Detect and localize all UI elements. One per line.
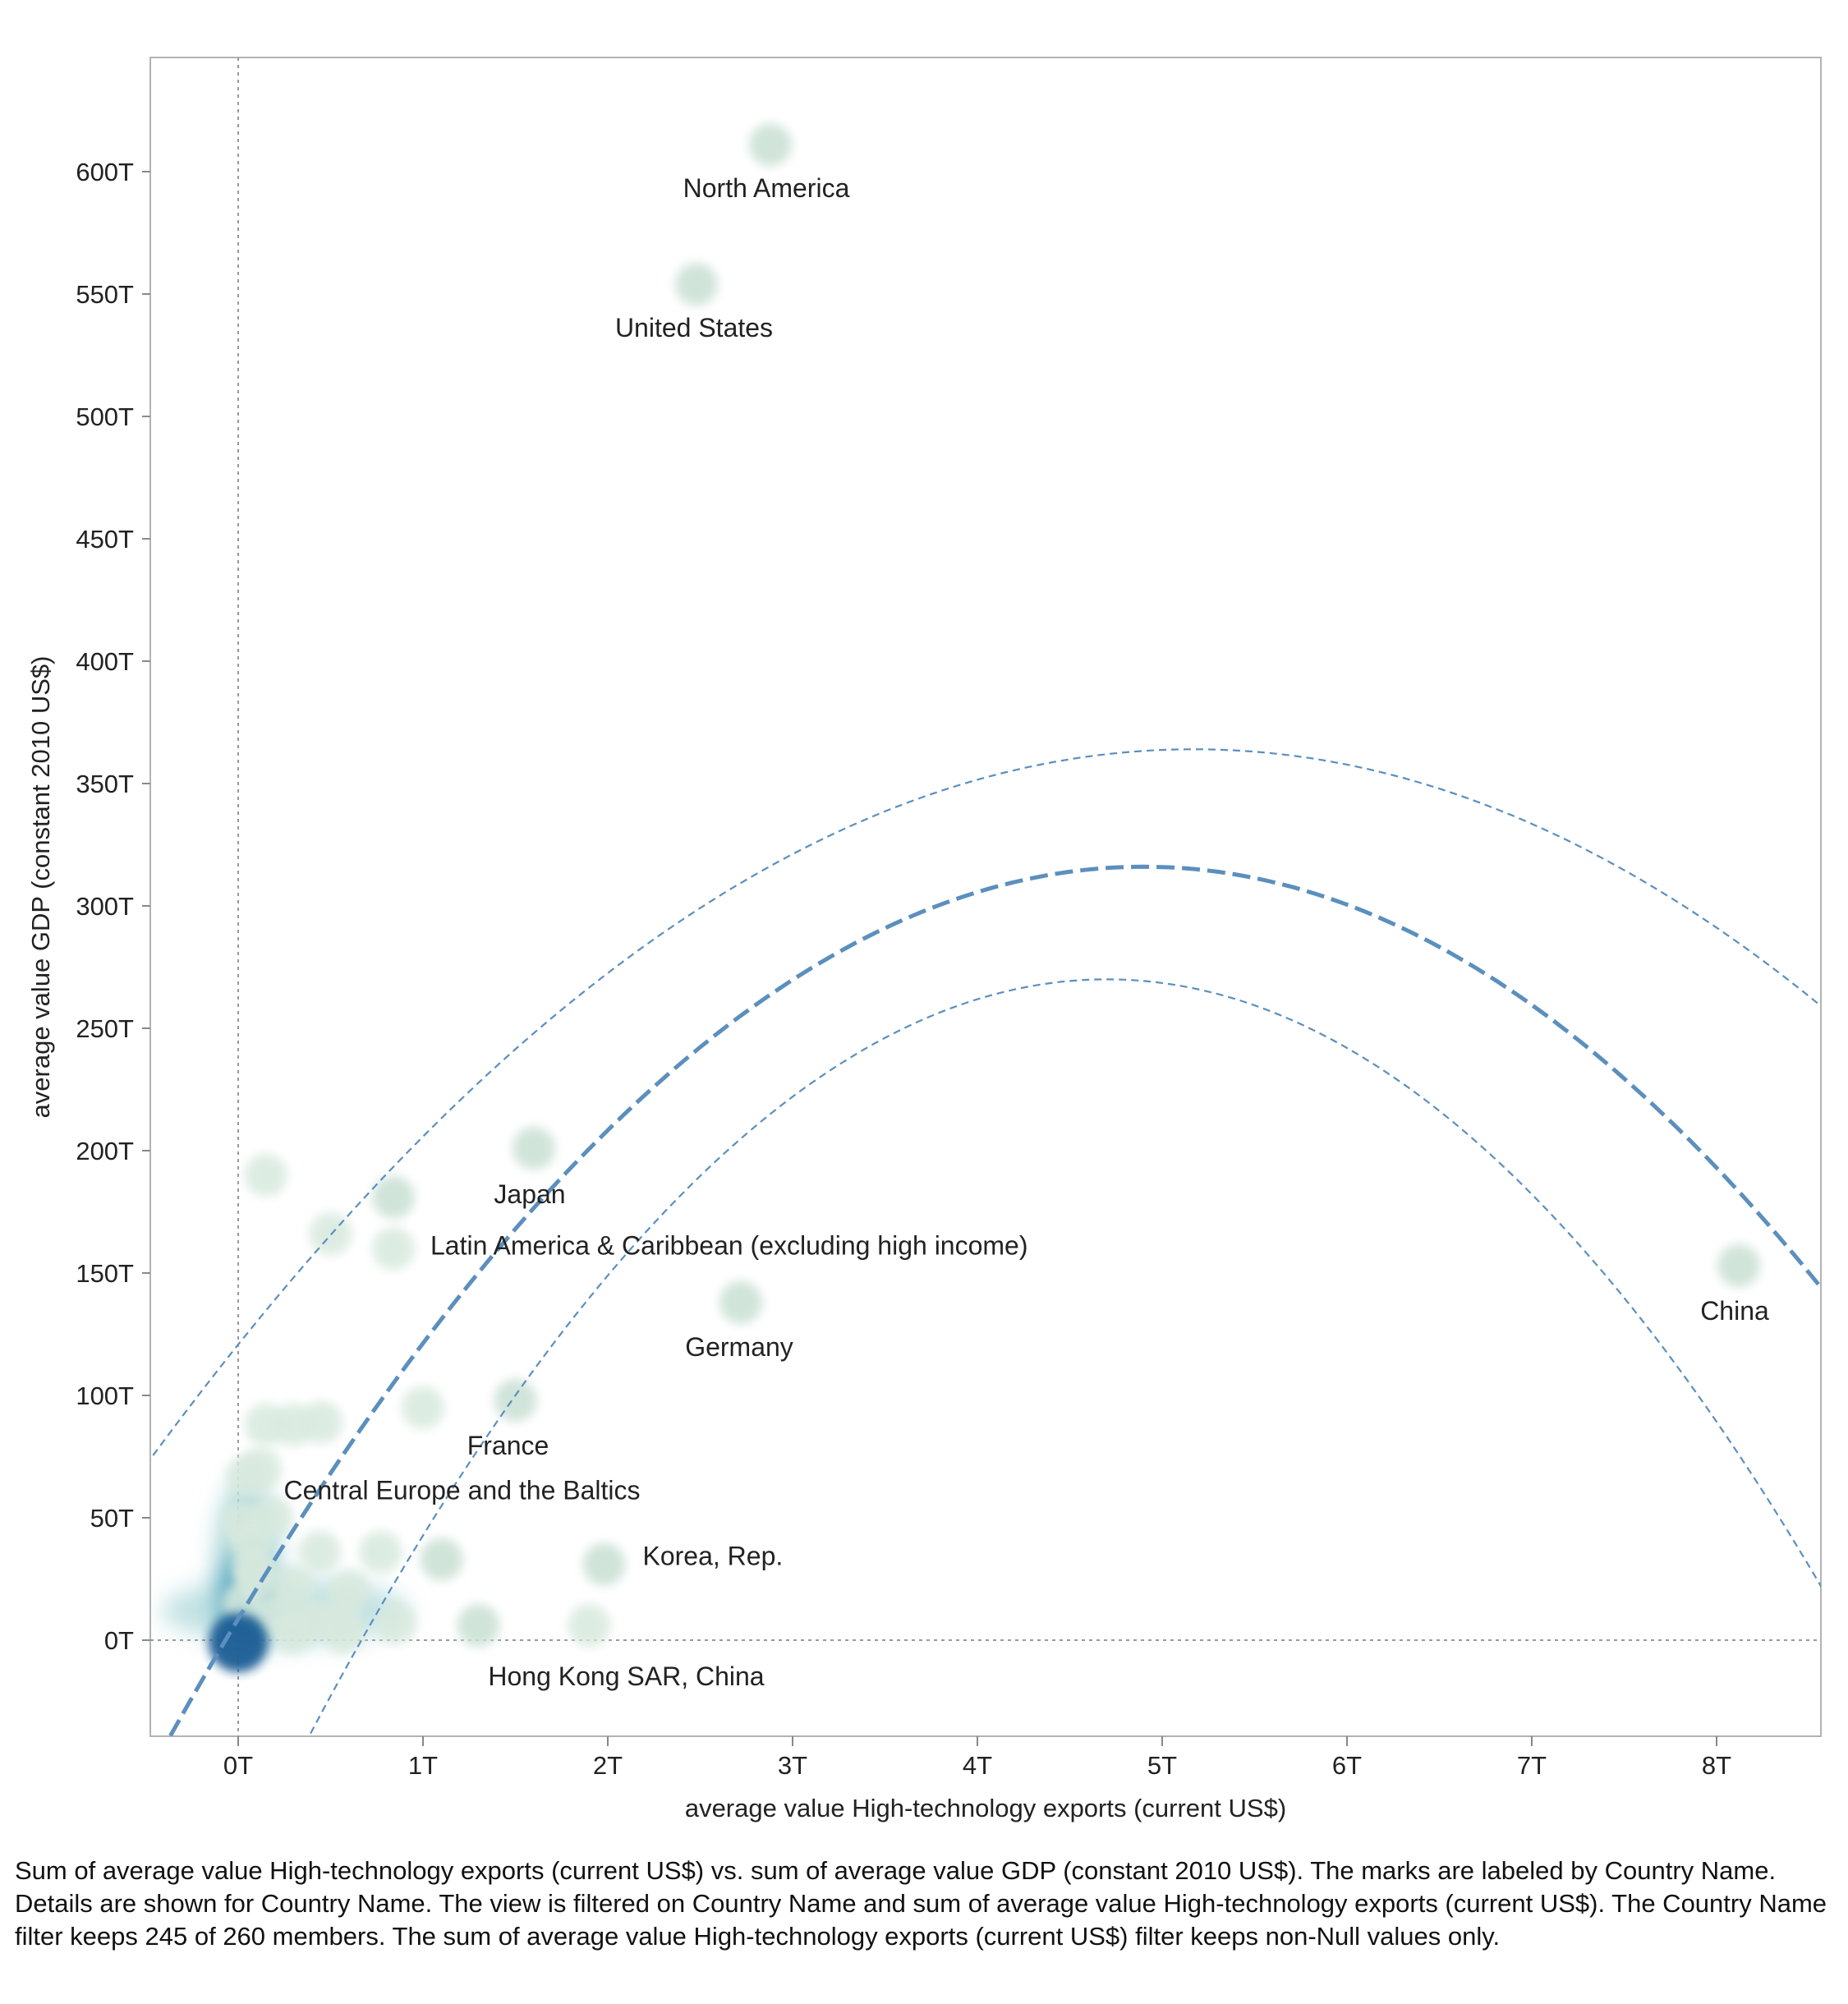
y-tick-label: 0T	[104, 1626, 134, 1655]
y-tick-label: 50T	[90, 1504, 134, 1533]
data-point	[272, 1611, 315, 1655]
point-label: North America	[683, 173, 850, 203]
data-point	[568, 1604, 611, 1648]
data-point	[457, 1604, 500, 1648]
y-tick-label: 500T	[76, 402, 134, 431]
point-label: United States	[615, 313, 773, 342]
data-point	[298, 1530, 341, 1574]
point-label: Hong Kong SAR, China	[488, 1662, 764, 1691]
data-point	[372, 1175, 415, 1219]
point-label: Korea, Rep.	[643, 1542, 784, 1571]
point-label: France	[467, 1431, 549, 1460]
data-point	[359, 1530, 402, 1574]
data-point	[244, 1153, 287, 1197]
y-tick-label: 150T	[76, 1259, 134, 1288]
plot-frame	[149, 57, 1822, 1737]
data-point	[402, 1386, 444, 1429]
data-point-origin	[209, 1612, 268, 1672]
y-axis: 0T 50T 100T 150T 200T 250T 300T 350T 400T 450T 500…	[76, 158, 150, 1655]
point-label: Germany	[685, 1332, 793, 1362]
y-axis-title: average value GDP (constant 2010 US$)	[26, 656, 55, 1119]
trend-upper-band	[150, 748, 1821, 1461]
y-tick-label: 250T	[76, 1014, 134, 1043]
x-tick-label: 5T	[1147, 1751, 1177, 1780]
point-label: Latin America & Caribbean (excluding hig…	[430, 1231, 1028, 1261]
data-point	[420, 1537, 463, 1581]
scatter-chart: 0T 50T 100T 150T 200T 250T 300T 350T 400T 450T 500…	[26, 57, 1822, 1822]
data-points	[161, 123, 1760, 1672]
point-label: China	[1700, 1296, 1769, 1326]
x-tick-label: 4T	[963, 1751, 992, 1780]
x-tick-label: 8T	[1702, 1751, 1731, 1780]
data-point	[513, 1127, 555, 1170]
data-point	[374, 1602, 417, 1645]
data-point	[300, 1400, 343, 1444]
data-point	[749, 123, 792, 167]
y-tick-label: 400T	[76, 647, 134, 676]
trend-lines	[150, 748, 1821, 1736]
x-tick-label: 2T	[593, 1751, 623, 1780]
x-tick-label: 0T	[223, 1751, 253, 1780]
chart-caption: Sum of average value High-technology exp…	[15, 1856, 1827, 1951]
x-tick-label: 3T	[778, 1751, 807, 1780]
y-tick-label: 300T	[76, 892, 134, 921]
y-tick-label: 200T	[76, 1137, 134, 1165]
x-axis: 0T 1T 2T 3T 4T 5T 6T 7T 8T	[223, 1736, 1731, 1780]
x-tick-label: 7T	[1517, 1751, 1547, 1780]
trend-lower-band	[308, 978, 1821, 1736]
y-tick-label: 350T	[76, 770, 134, 798]
data-point	[239, 1447, 282, 1491]
y-tick-label: 600T	[76, 158, 134, 186]
point-label: Central Europe and the Baltics	[283, 1476, 640, 1505]
y-tick-label: 550T	[76, 280, 134, 309]
y-tick-label: 450T	[76, 525, 134, 554]
data-point	[719, 1280, 762, 1324]
x-tick-label: 6T	[1332, 1751, 1362, 1780]
x-axis-title: average value High-technology exports (c…	[685, 1794, 1286, 1822]
data-point	[1717, 1244, 1760, 1288]
point-label: Japan	[494, 1179, 565, 1209]
trend-fit-line	[168, 864, 1821, 1736]
data-point	[322, 1611, 365, 1655]
data-point	[372, 1227, 415, 1271]
data-point	[675, 263, 718, 306]
zero-reference-lines	[150, 57, 1821, 1736]
y-tick-label: 100T	[76, 1381, 134, 1410]
data-point	[582, 1542, 626, 1586]
x-tick-label: 1T	[408, 1751, 438, 1780]
point-labels: North America United States Japan Latin Ame…	[283, 173, 1769, 1691]
